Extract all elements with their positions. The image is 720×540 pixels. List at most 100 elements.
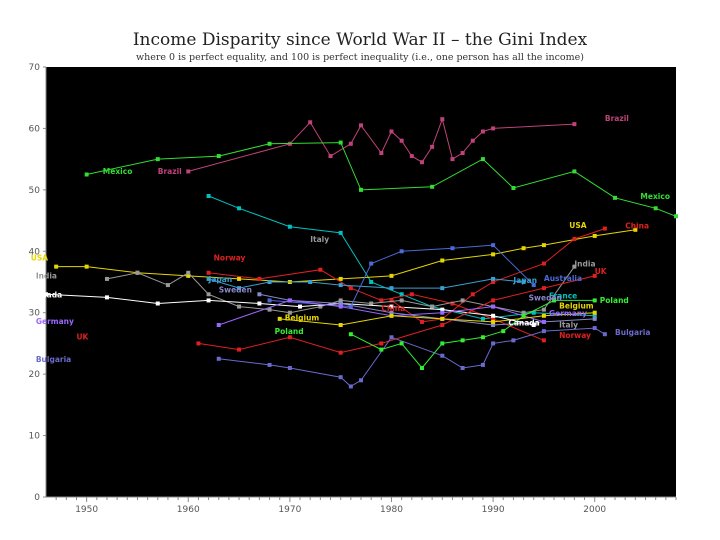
data-point — [135, 270, 140, 275]
data-point — [541, 319, 546, 324]
series-annotation: India — [574, 260, 595, 269]
data-point — [389, 129, 394, 134]
y-tick-label: 40 — [29, 247, 41, 257]
series-label: Mexico — [103, 167, 133, 176]
data-point — [541, 261, 546, 266]
data-point — [470, 138, 475, 143]
data-point — [389, 273, 394, 278]
series-annotation: Mexico — [640, 192, 670, 201]
data-point — [480, 157, 485, 162]
data-point — [379, 298, 384, 303]
data-point — [369, 280, 374, 284]
chart-title: Income Disparity since World War II – th… — [132, 30, 588, 50]
series-annotation: Norway — [559, 331, 591, 340]
series-annotation: Italy — [310, 235, 329, 244]
data-point — [338, 301, 343, 306]
data-point — [257, 292, 262, 297]
series-label: Germany — [36, 317, 74, 326]
data-point — [541, 286, 546, 291]
series-label: Belgium — [285, 314, 320, 323]
data-point — [552, 298, 557, 303]
data-point — [541, 243, 546, 248]
data-point — [653, 206, 658, 211]
data-point — [440, 341, 445, 346]
data-point — [491, 298, 496, 303]
series-labels: Brazil Mexico France USA Norway China India Can… — [0, 114, 670, 364]
data-point — [267, 307, 272, 312]
data-point — [491, 126, 496, 131]
data-point — [541, 329, 546, 334]
data-point — [216, 323, 221, 327]
data-point — [450, 157, 455, 162]
series-annotation: Belgium — [559, 301, 594, 310]
data-point — [298, 304, 303, 309]
series-annotation: Poland — [600, 296, 629, 305]
data-point — [338, 230, 343, 235]
data-point — [399, 249, 404, 254]
series-lines — [44, 117, 678, 389]
data-point — [318, 267, 323, 272]
series-line — [56, 229, 636, 283]
data-point — [338, 350, 343, 355]
y-tick-label: 0 — [34, 493, 40, 503]
data-point — [409, 154, 414, 159]
data-point — [531, 323, 536, 327]
data-point — [338, 304, 343, 309]
series-label: Australia — [544, 274, 582, 283]
data-point — [338, 276, 343, 281]
data-point — [308, 280, 313, 284]
data-point — [287, 224, 292, 229]
data-point — [480, 316, 485, 321]
data-point — [592, 273, 597, 278]
data-point — [267, 280, 272, 284]
data-point — [155, 301, 160, 306]
x-tick-label: 1970 — [278, 505, 301, 515]
data-point — [267, 141, 272, 146]
data-point — [287, 366, 292, 370]
data-point — [348, 332, 353, 337]
data-point — [419, 160, 424, 165]
data-point — [44, 292, 48, 297]
data-point — [419, 319, 424, 324]
x-tick-label: 1980 — [380, 505, 403, 515]
series-label: China — [625, 222, 649, 231]
y-tick-label: 30 — [29, 309, 41, 319]
data-point — [511, 338, 516, 343]
series-label: Sweden — [219, 285, 252, 294]
data-point — [399, 341, 404, 346]
data-point — [460, 338, 465, 343]
series-label: Brazil — [605, 114, 629, 123]
series-annotation: China — [381, 304, 405, 313]
series-label: Poland — [275, 327, 304, 336]
data-point — [338, 375, 343, 380]
data-point — [592, 233, 597, 238]
data-point — [491, 252, 496, 257]
data-point — [257, 276, 262, 281]
data-point — [521, 246, 526, 251]
y-tick-label: 50 — [29, 186, 41, 196]
series-label: Norway — [214, 254, 246, 263]
data-point — [399, 298, 404, 303]
data-point — [389, 298, 394, 303]
data-point — [206, 276, 211, 281]
data-point — [369, 261, 374, 266]
series-label: Bulgaria — [36, 355, 71, 364]
data-point — [592, 313, 597, 318]
data-point — [430, 144, 435, 149]
data-point — [237, 347, 242, 352]
data-point — [399, 292, 404, 297]
data-point — [216, 356, 221, 361]
data-point — [440, 258, 445, 263]
series-annotation: UK — [595, 267, 608, 276]
data-point — [206, 298, 211, 303]
data-point — [419, 366, 424, 370]
data-point — [348, 384, 353, 389]
data-point — [389, 304, 394, 309]
data-point — [186, 169, 191, 174]
data-point — [541, 313, 546, 318]
y-tick-label: 20 — [29, 370, 41, 380]
data-point — [206, 270, 211, 275]
data-point — [104, 276, 109, 281]
data-point — [491, 243, 496, 248]
data-point — [440, 316, 445, 321]
